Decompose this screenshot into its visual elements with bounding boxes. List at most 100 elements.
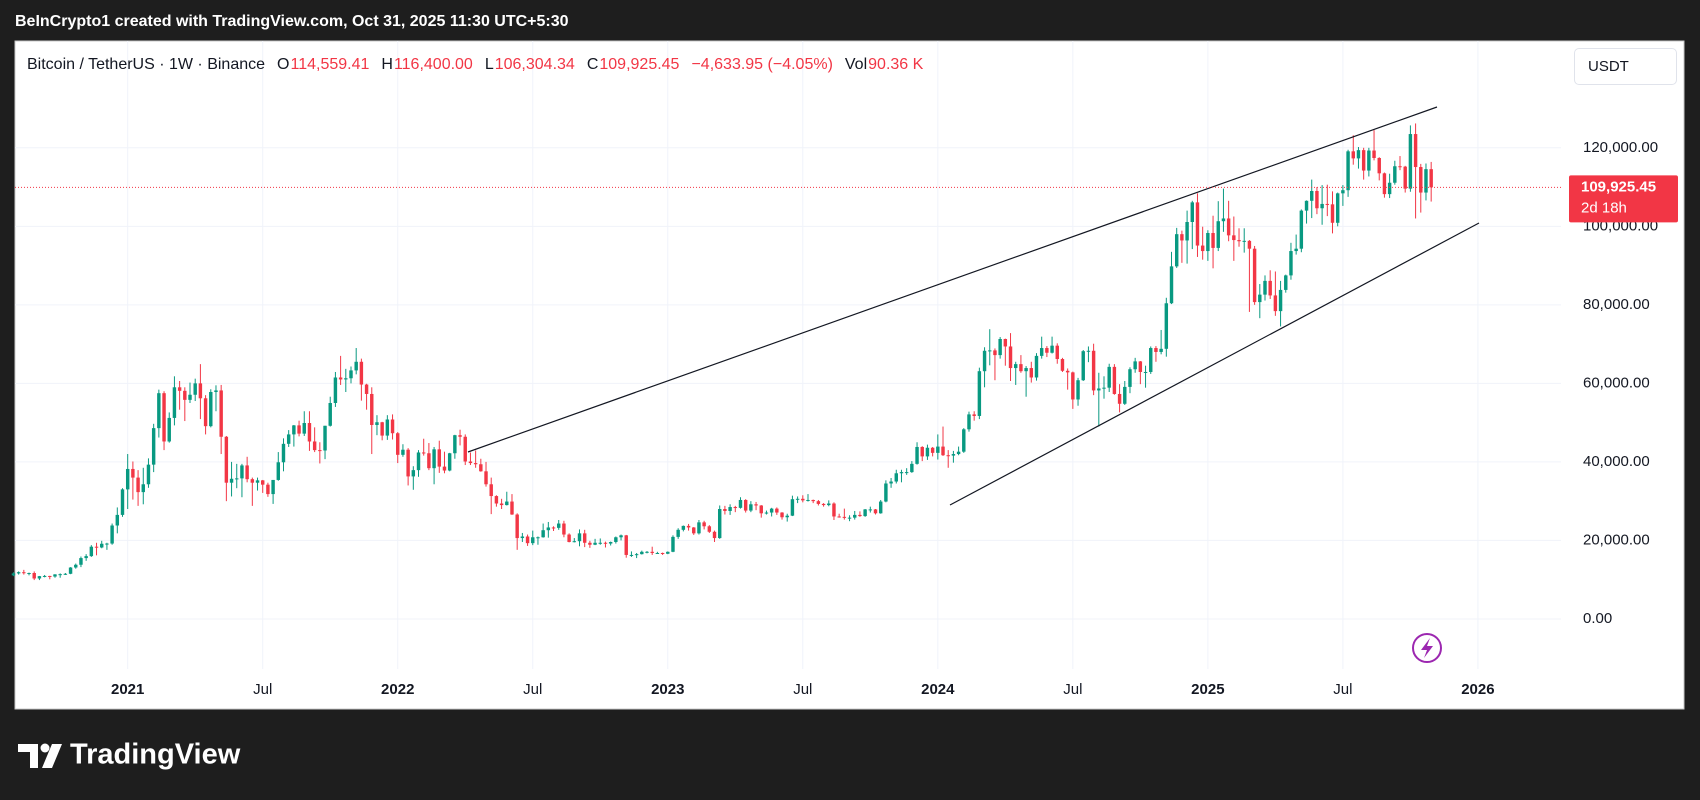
candle-body bbox=[411, 470, 416, 477]
candle-body bbox=[1195, 202, 1200, 246]
candle-body bbox=[1154, 348, 1158, 352]
candle-body bbox=[401, 449, 405, 455]
candle-body bbox=[219, 390, 223, 437]
candle-body bbox=[370, 393, 374, 425]
candle-body bbox=[198, 383, 203, 399]
candle-body bbox=[214, 390, 218, 393]
candle-body bbox=[89, 546, 94, 557]
candle-body bbox=[728, 507, 732, 511]
candle-body bbox=[442, 466, 447, 471]
candle-body bbox=[338, 377, 343, 380]
candle-body bbox=[1377, 158, 1381, 174]
candle-body bbox=[1356, 150, 1361, 159]
symbol: Bitcoin / TetherUS · 1W · Binance bbox=[27, 56, 266, 73]
candle-body bbox=[188, 394, 192, 400]
candle-body bbox=[785, 515, 789, 518]
candle-body bbox=[920, 446, 924, 457]
candle-body bbox=[904, 472, 909, 474]
candle-body bbox=[572, 541, 577, 543]
y-tick-label: 80,000.00 bbox=[1583, 296, 1650, 313]
candle-body bbox=[380, 422, 384, 436]
candle-body bbox=[982, 350, 987, 372]
candle-body bbox=[1097, 388, 1101, 391]
candle-body bbox=[323, 425, 327, 451]
candle-body bbox=[1403, 166, 1407, 189]
candle-body bbox=[1278, 289, 1283, 312]
candle-body bbox=[141, 484, 145, 493]
candle-body bbox=[1034, 355, 1039, 378]
candle-body bbox=[769, 508, 774, 513]
candle-body bbox=[525, 536, 530, 544]
candle-body bbox=[1372, 150, 1376, 159]
candle-body bbox=[868, 509, 873, 511]
candle-body bbox=[858, 514, 862, 517]
candle-body bbox=[1091, 350, 1096, 391]
candle-body bbox=[37, 576, 42, 579]
x-tick-label: Jul bbox=[523, 681, 542, 698]
candle-body bbox=[1206, 232, 1210, 252]
candle-body bbox=[396, 433, 400, 455]
candle-body bbox=[650, 551, 654, 553]
candle-body bbox=[624, 535, 628, 555]
candle-body bbox=[1149, 348, 1153, 372]
candle-body bbox=[702, 522, 706, 527]
candle-body bbox=[536, 537, 540, 539]
candle-body bbox=[1190, 202, 1195, 222]
candle-body bbox=[816, 501, 821, 504]
snapshot-icon bbox=[1412, 633, 1442, 663]
candle-body bbox=[546, 527, 551, 531]
candle-body bbox=[74, 564, 78, 568]
x-tick-label: Jul bbox=[793, 681, 812, 698]
candle-body bbox=[972, 414, 976, 416]
volume-key: Vol bbox=[844, 56, 868, 73]
candle-body bbox=[873, 509, 878, 514]
candle-body bbox=[1320, 203, 1324, 209]
candle-body bbox=[832, 503, 836, 517]
candle-body bbox=[271, 479, 275, 495]
symbol-legend: Bitcoin / TetherUS · 1W · Binance O 114,5… bbox=[27, 54, 923, 76]
x-tick-label: 2023 bbox=[651, 681, 684, 698]
candle-body bbox=[297, 425, 301, 434]
candle-body bbox=[738, 499, 743, 508]
candle-body bbox=[1221, 218, 1226, 222]
candle-body bbox=[1284, 275, 1288, 290]
candle-body bbox=[754, 504, 758, 506]
candle-body bbox=[177, 387, 182, 391]
y-tick-label: 40,000.00 bbox=[1583, 453, 1650, 470]
candle-body bbox=[48, 575, 52, 577]
candle-body bbox=[1346, 151, 1350, 191]
candle-body bbox=[806, 499, 810, 501]
candle-body bbox=[1268, 280, 1272, 296]
candle-body bbox=[286, 434, 291, 444]
x-tick-label: 2022 bbox=[381, 681, 414, 698]
candle-body bbox=[1419, 167, 1423, 193]
candle-body bbox=[608, 541, 613, 544]
candle-body bbox=[930, 447, 935, 453]
candle-body bbox=[292, 425, 296, 435]
candle-body bbox=[1335, 193, 1340, 223]
candle-body bbox=[801, 498, 805, 501]
candle-body bbox=[1393, 166, 1397, 183]
candle-body bbox=[1273, 295, 1278, 312]
candle-body bbox=[1123, 386, 1127, 404]
candle-body bbox=[951, 454, 956, 456]
candle-body bbox=[1367, 150, 1371, 171]
candle-body bbox=[1076, 380, 1080, 400]
candle-body bbox=[22, 572, 26, 574]
candle-body bbox=[1263, 280, 1267, 295]
candle-body bbox=[707, 526, 712, 532]
candle-body bbox=[1019, 364, 1023, 372]
candle-body bbox=[562, 523, 566, 535]
ohlc-value: 114,559.41 bbox=[290, 56, 370, 73]
candle-body bbox=[962, 429, 966, 452]
candle-body bbox=[1102, 387, 1106, 389]
candle-body bbox=[593, 542, 597, 545]
candle-body bbox=[936, 446, 940, 453]
candle-body bbox=[619, 535, 623, 538]
x-tick-label: 2025 bbox=[1191, 681, 1224, 698]
candle-body bbox=[115, 514, 120, 526]
candle-body bbox=[42, 575, 47, 577]
currency-button[interactable]: USDT bbox=[1574, 48, 1677, 85]
candle-body bbox=[531, 537, 535, 544]
candle-body bbox=[359, 361, 364, 385]
